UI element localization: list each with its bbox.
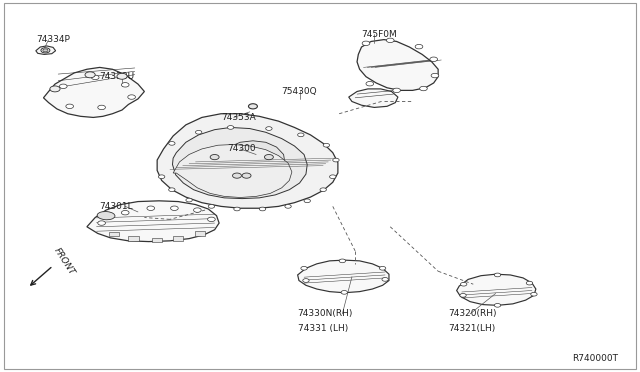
Bar <box>173 236 183 241</box>
Text: 74300: 74300 <box>227 144 256 153</box>
Circle shape <box>98 221 106 225</box>
Circle shape <box>380 266 386 270</box>
Bar <box>152 237 163 242</box>
Circle shape <box>210 154 219 160</box>
Circle shape <box>431 73 439 78</box>
Circle shape <box>122 211 129 215</box>
Circle shape <box>43 49 48 52</box>
Circle shape <box>147 206 155 211</box>
Text: 74320(RH): 74320(RH) <box>448 310 496 318</box>
Ellipse shape <box>97 212 115 220</box>
Polygon shape <box>357 39 438 90</box>
Circle shape <box>159 175 165 179</box>
Circle shape <box>266 127 272 131</box>
Text: 74330N(RH): 74330N(RH) <box>298 310 353 318</box>
Circle shape <box>460 294 467 297</box>
Circle shape <box>285 205 291 208</box>
Polygon shape <box>173 128 307 199</box>
Circle shape <box>98 105 106 110</box>
Text: 74321(LH): 74321(LH) <box>448 324 495 333</box>
Circle shape <box>304 199 310 203</box>
Circle shape <box>41 48 50 53</box>
Circle shape <box>92 75 99 80</box>
Polygon shape <box>157 114 338 208</box>
Circle shape <box>333 158 339 162</box>
Circle shape <box>122 83 129 87</box>
Text: 745F0M: 745F0M <box>362 29 397 39</box>
Polygon shape <box>457 274 536 305</box>
Circle shape <box>531 292 537 296</box>
Circle shape <box>301 266 307 270</box>
Circle shape <box>387 38 394 42</box>
Circle shape <box>248 104 257 109</box>
Bar <box>109 232 120 236</box>
Circle shape <box>323 143 330 147</box>
Circle shape <box>117 73 127 79</box>
Circle shape <box>339 259 346 263</box>
Polygon shape <box>44 67 145 118</box>
Text: 74331 (LH): 74331 (LH) <box>298 324 348 333</box>
Polygon shape <box>173 144 292 198</box>
Circle shape <box>66 104 74 109</box>
Circle shape <box>169 141 175 145</box>
Circle shape <box>169 188 175 192</box>
Circle shape <box>494 304 500 307</box>
Text: FRONT: FRONT <box>52 247 77 277</box>
Text: 74330U: 74330U <box>100 72 135 81</box>
Polygon shape <box>87 201 219 241</box>
Circle shape <box>382 278 388 281</box>
Circle shape <box>50 86 60 92</box>
Text: 74301L: 74301L <box>100 202 133 211</box>
Circle shape <box>171 206 178 211</box>
Circle shape <box>85 72 95 78</box>
Bar <box>195 231 205 235</box>
Circle shape <box>207 217 215 222</box>
Circle shape <box>298 133 304 137</box>
Circle shape <box>128 95 136 99</box>
Circle shape <box>303 279 309 282</box>
Circle shape <box>320 188 326 192</box>
Circle shape <box>232 173 241 178</box>
Text: 75430Q: 75430Q <box>282 87 317 96</box>
Circle shape <box>186 198 192 202</box>
Circle shape <box>259 207 266 211</box>
Circle shape <box>494 273 500 277</box>
Circle shape <box>341 291 348 294</box>
Text: 74334P: 74334P <box>36 35 70 44</box>
Circle shape <box>195 131 202 134</box>
Circle shape <box>461 282 467 286</box>
Circle shape <box>234 207 240 211</box>
Circle shape <box>193 208 201 212</box>
Text: 74353A: 74353A <box>221 113 256 122</box>
Circle shape <box>208 205 214 208</box>
Circle shape <box>264 154 273 160</box>
Circle shape <box>430 57 438 61</box>
Circle shape <box>242 173 251 178</box>
Text: R740000T: R740000T <box>572 354 618 363</box>
Polygon shape <box>36 46 56 54</box>
Polygon shape <box>216 141 285 183</box>
Circle shape <box>415 44 423 49</box>
Circle shape <box>393 88 401 93</box>
Circle shape <box>526 281 532 285</box>
Circle shape <box>330 175 336 179</box>
Bar <box>129 236 139 241</box>
Polygon shape <box>298 260 389 293</box>
Circle shape <box>420 86 428 91</box>
Circle shape <box>366 81 374 86</box>
Circle shape <box>362 41 370 45</box>
Polygon shape <box>349 89 398 108</box>
Circle shape <box>227 126 234 129</box>
Circle shape <box>60 84 67 89</box>
